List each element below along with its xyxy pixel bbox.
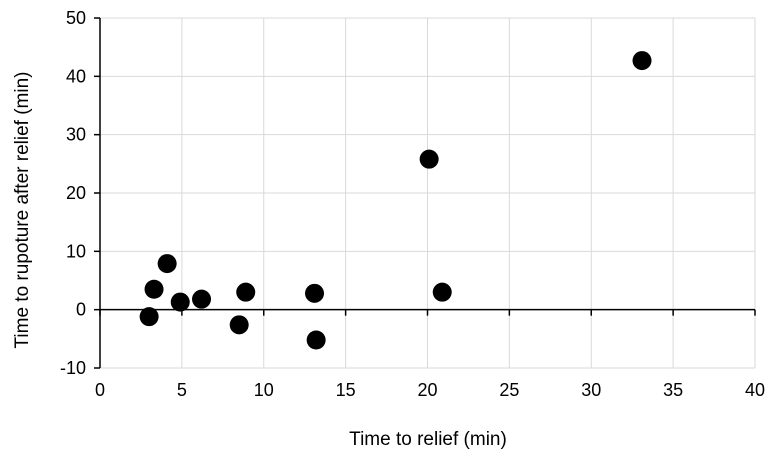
y-axis-label: Time to rupoture after relief (min) — [12, 72, 33, 349]
gridlines — [100, 17, 756, 369]
x-tick-label: 0 — [95, 380, 105, 400]
y-tick-label: 30 — [66, 125, 86, 145]
data-point — [632, 51, 652, 71]
y-tick-label: 0 — [76, 300, 86, 320]
x-axis-label: Time to relief (min) — [349, 429, 507, 450]
x-tick-label: 20 — [417, 380, 437, 400]
data-point — [192, 289, 212, 309]
x-tick-labels: 0 5 10 15 20 25 30 35 40 — [95, 380, 765, 400]
x-tick-label: 25 — [499, 380, 519, 400]
y-tick-label: 40 — [66, 66, 86, 86]
data-point — [306, 330, 326, 350]
data-point — [170, 292, 190, 312]
x-tick-label: 15 — [336, 380, 356, 400]
x-tick-label: 10 — [254, 380, 274, 400]
data-point — [229, 315, 249, 335]
data-point — [139, 307, 159, 327]
data-point — [432, 282, 452, 302]
axes — [94, 17, 756, 369]
x-tick-label: 35 — [663, 380, 683, 400]
y-tick-label: 20 — [66, 183, 86, 203]
x-tick-label: 5 — [177, 380, 187, 400]
data-point — [236, 282, 256, 302]
y-tick-label: 50 — [66, 8, 86, 28]
data-points — [139, 51, 652, 350]
y-tick-labels: -10 0 10 20 30 40 50 — [60, 8, 86, 378]
data-point — [305, 283, 325, 303]
data-point — [144, 279, 164, 299]
y-tick-label: -10 — [60, 358, 86, 378]
data-point — [419, 149, 439, 169]
y-tick-label: 10 — [66, 241, 86, 261]
x-tick-label: 40 — [745, 380, 765, 400]
x-tick-label: 30 — [581, 380, 601, 400]
data-point — [157, 254, 177, 274]
